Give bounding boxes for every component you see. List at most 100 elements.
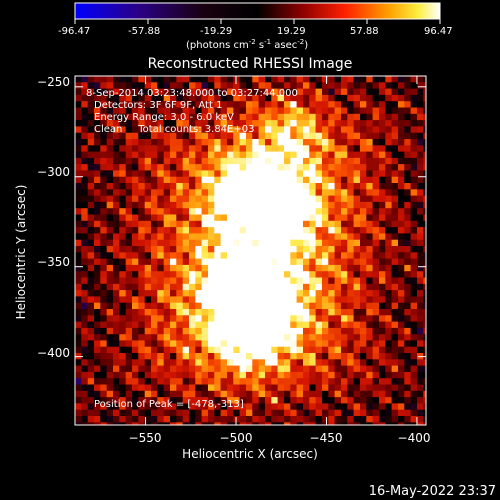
heatmap-cell [75, 189, 82, 197]
heatmap-cell [296, 239, 304, 247]
heatmap-cell [132, 252, 139, 260]
heatmap-cell [360, 214, 367, 222]
heatmap-cell [366, 88, 374, 96]
heatmap-cell [410, 246, 418, 253]
heatmap-cell [100, 409, 108, 417]
heatmap-cell [277, 315, 285, 323]
heatmap-cell [106, 176, 114, 184]
heatmap-cell [201, 120, 209, 127]
heatmap-cell [410, 151, 418, 159]
heatmap-cell [239, 378, 247, 386]
heatmap-cell [100, 246, 108, 253]
heatmap-cell [252, 334, 260, 342]
colorbar: -96.47 -57.88 -19.29 19.29 57.88 96.47 (… [58, 2, 453, 51]
heatmap-cell [81, 390, 89, 398]
heatmap-cell [75, 346, 82, 354]
heatmap-cell [151, 113, 158, 121]
heatmap-cell [417, 378, 424, 386]
heatmap-cell [182, 82, 190, 90]
heatmap-cell [106, 359, 114, 367]
heatmap-cell [106, 290, 114, 297]
heatmap-cell [233, 353, 241, 360]
heatmap-cell [385, 327, 393, 335]
heatmap-cell [239, 296, 247, 304]
heatmap-cell [214, 346, 222, 354]
heatmap-cell [75, 264, 82, 272]
heatmap-cell [81, 220, 89, 228]
heatmap-cell [246, 145, 253, 153]
heatmap-cell [176, 76, 184, 83]
heatmap-cell [404, 214, 412, 222]
x-tick-label: −550 [129, 431, 162, 445]
heatmap-cell [296, 120, 304, 127]
heatmap-cell [87, 277, 95, 285]
heatmap-cell [410, 82, 418, 90]
heatmap-cell [246, 76, 253, 83]
heatmap-cell [366, 239, 374, 247]
heatmap-cell [410, 378, 418, 386]
heatmap-cell [309, 334, 317, 342]
heatmap-cell [170, 139, 177, 146]
y-tick-label: −250 [37, 75, 70, 89]
heatmap-cell [366, 151, 374, 159]
heatmap-cell [341, 139, 348, 146]
heatmap-cell [328, 397, 336, 404]
heatmap-cell [385, 239, 393, 247]
heatmap-cell [398, 283, 405, 291]
heatmap-cell [100, 189, 108, 197]
heatmap-cell [157, 113, 165, 121]
heatmap-cell [119, 309, 127, 316]
heatmap-cell [119, 195, 127, 203]
heatmap-cell [94, 139, 101, 146]
heatmap-cell [353, 371, 361, 379]
heatmap-cell [157, 252, 165, 260]
heatmap-cell [360, 201, 367, 209]
heatmap-cell [87, 170, 95, 178]
energy-annotation: Energy Range: 3.0 - 6.0 keV [94, 112, 234, 123]
heatmap-cell [144, 422, 152, 425]
heatmap-cell [277, 290, 285, 297]
heatmap-cell [182, 409, 190, 417]
heatmap-cell [94, 164, 101, 171]
heatmap-cell [87, 201, 95, 209]
heatmap-cell [75, 88, 82, 96]
heatmap-cell [170, 296, 177, 304]
heatmap-cell [214, 334, 222, 342]
heatmap-cell [144, 397, 152, 404]
heatmap-cell [195, 277, 203, 285]
heatmap-cell [125, 334, 133, 342]
heatmap-cell [201, 309, 209, 316]
heatmap-cell [157, 283, 165, 291]
heatmap-cell [258, 120, 266, 127]
heatmap-cell [227, 365, 234, 373]
heatmap-cell [290, 327, 298, 335]
heatmap-cell [385, 208, 393, 216]
heatmap-cell [81, 403, 89, 411]
heatmap-cell [201, 183, 209, 190]
heatmap-cell [334, 145, 342, 153]
heatmap-cell [379, 189, 386, 197]
heatmap-cell [423, 189, 426, 197]
heatmap-cell [296, 189, 304, 197]
heatmap-cell [258, 365, 266, 373]
heatmap-cell [214, 145, 222, 153]
heatmap-cell [353, 416, 361, 423]
heatmap-cell [271, 220, 279, 228]
heatmap-cell [176, 195, 184, 203]
heatmap-cell [227, 302, 234, 310]
heatmap-cell [303, 126, 310, 134]
heatmap-cell [151, 359, 158, 367]
heatmap-cell [138, 227, 146, 234]
heatmap-cell [423, 246, 426, 253]
heatmap-cell [366, 302, 374, 310]
heatmap-cell [252, 113, 260, 121]
heatmap-cell [151, 214, 158, 222]
heatmap-cell [265, 283, 272, 291]
heatmap-cell [75, 334, 82, 342]
heatmap-cell [284, 264, 291, 272]
heatmap-cell [252, 76, 260, 83]
heatmap-cell [341, 271, 348, 279]
heatmap-cell [106, 302, 114, 310]
heatmap-cell [125, 365, 133, 373]
heatmap-cell [100, 290, 108, 297]
